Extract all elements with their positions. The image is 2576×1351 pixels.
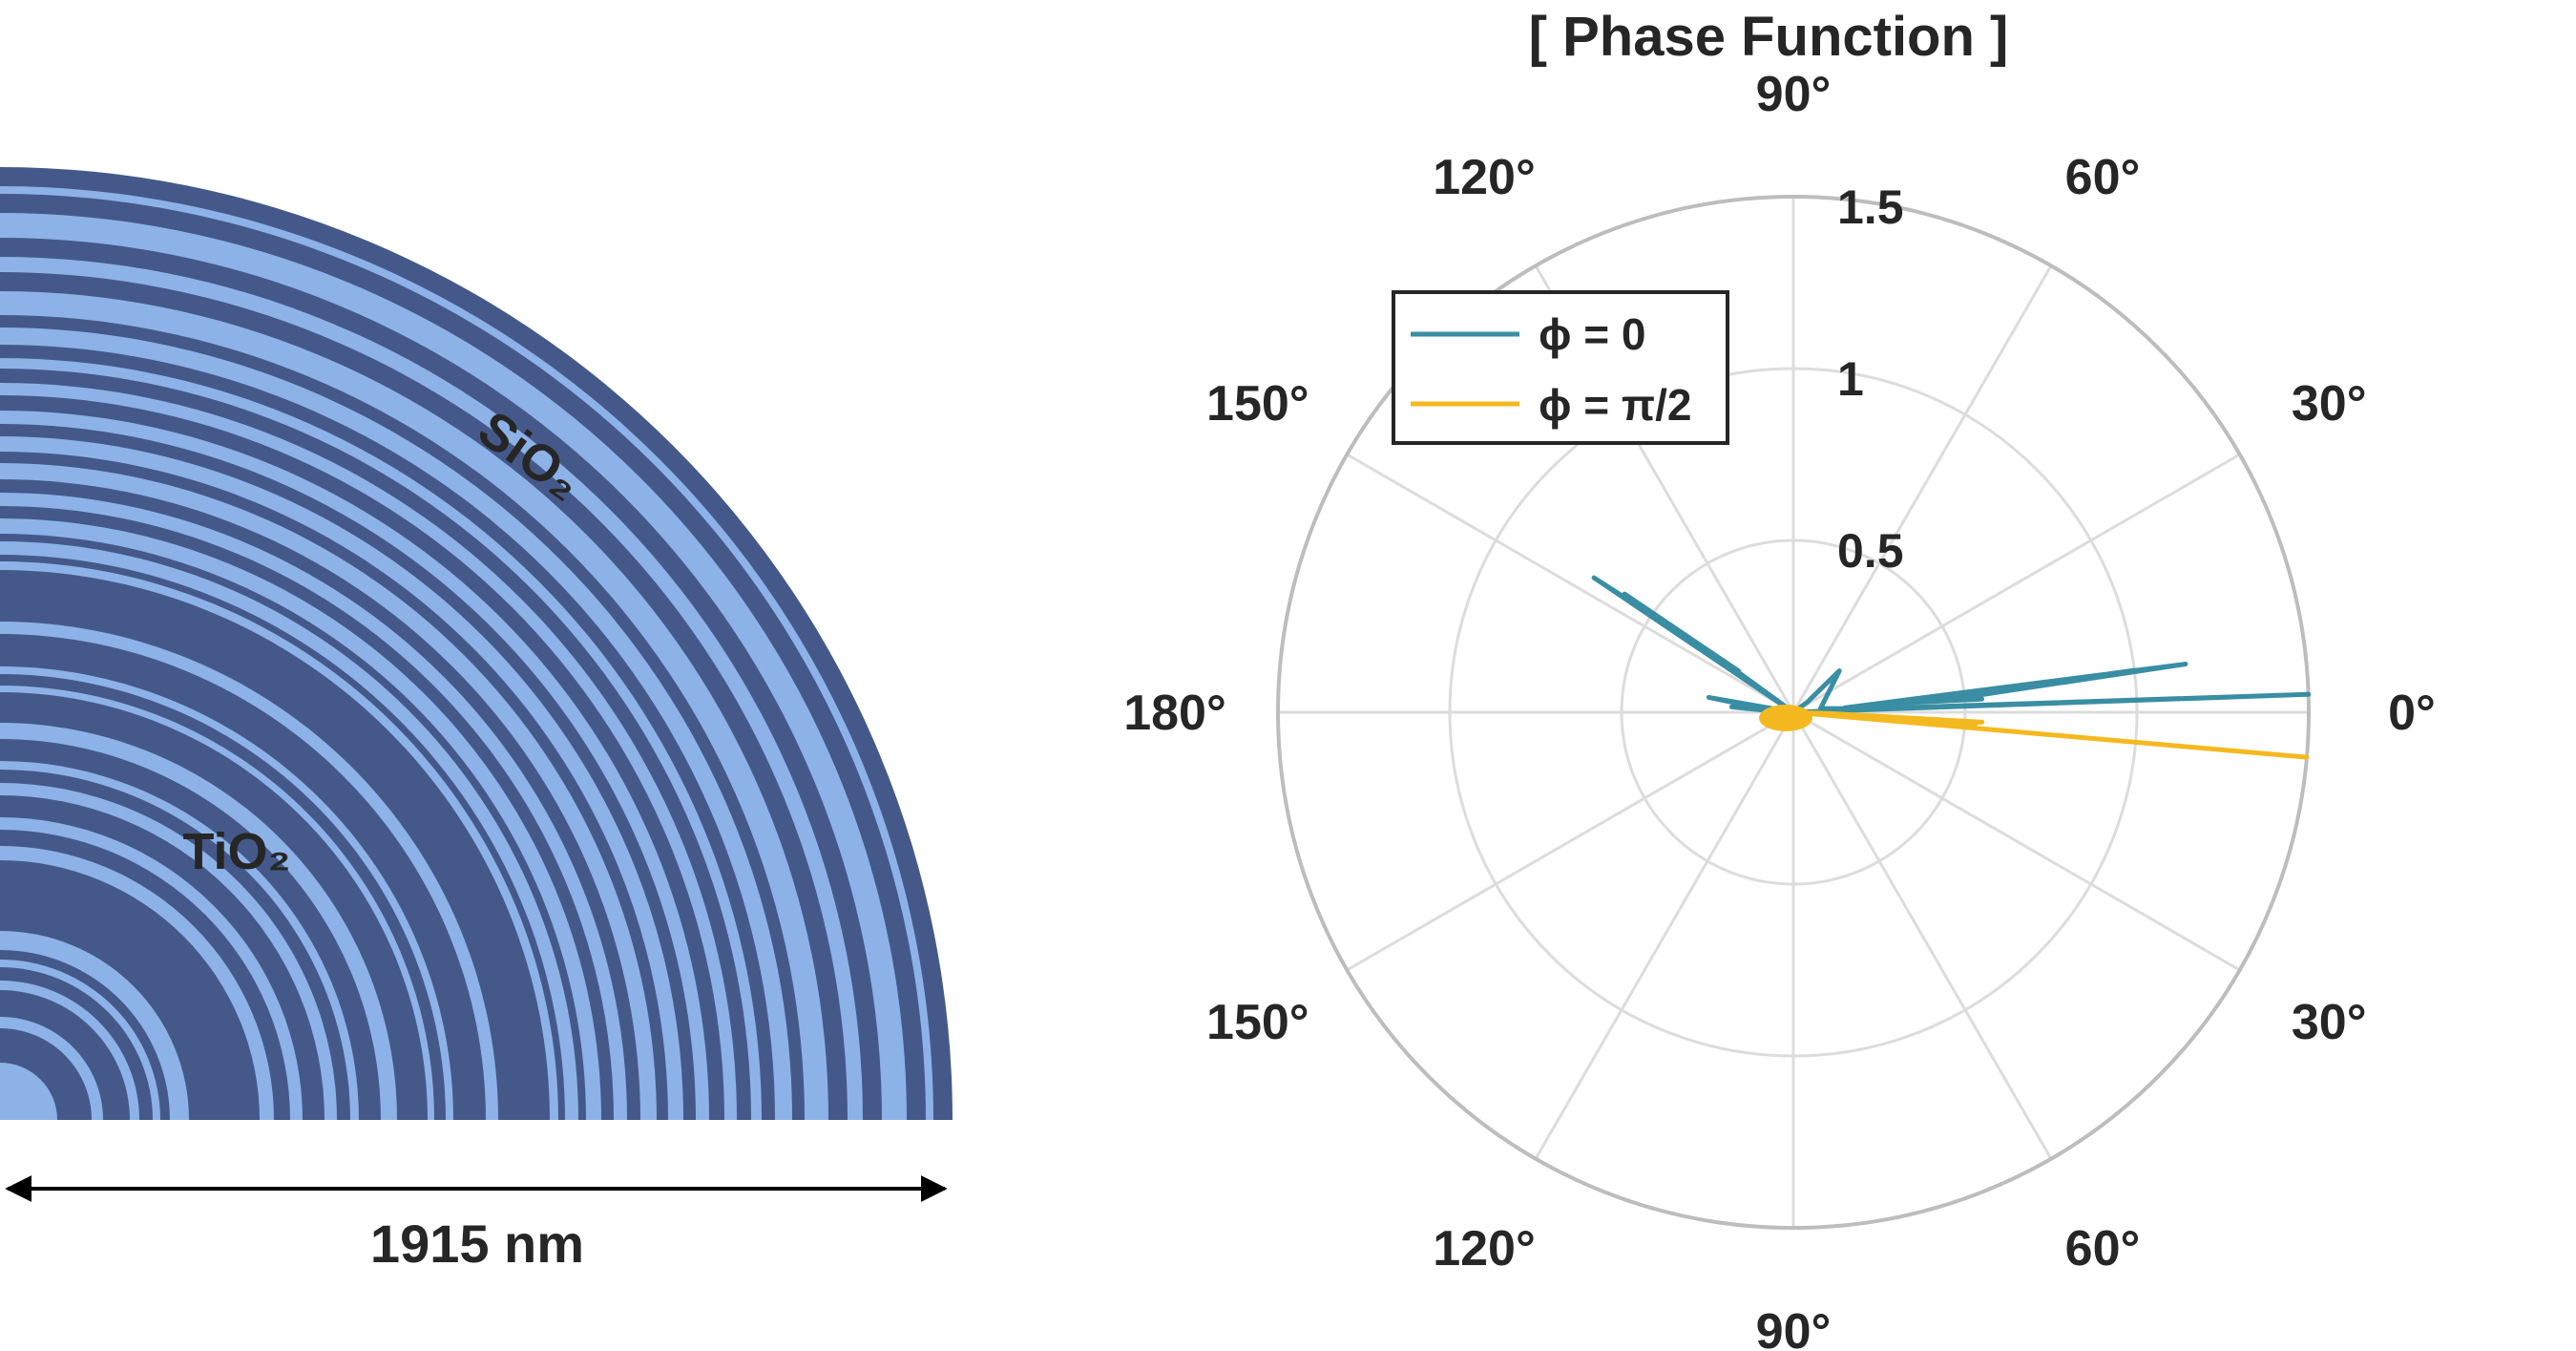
angle-tick-label: 30° xyxy=(2292,376,2367,432)
series-line-1 xyxy=(1791,709,2310,760)
angle-tick-label: 150° xyxy=(1206,995,1309,1050)
angle-tick-label: 90° xyxy=(1756,1304,1832,1351)
legend-label-phi-pi2: ϕ = π/2 xyxy=(1539,380,1691,430)
legend-box xyxy=(1392,290,1729,445)
angle-tick-label: 0° xyxy=(2388,686,2436,741)
series-line-0 xyxy=(1591,575,2312,715)
chart-title: [ Phase Function ] xyxy=(1529,6,2009,68)
width-label: 1915 nm xyxy=(370,1214,584,1274)
angle-tick-label: 30° xyxy=(2292,995,2367,1050)
legend-label-phi-0: ϕ = 0 xyxy=(1539,309,1645,359)
legend: ϕ = 0 ϕ = π/2 xyxy=(1392,290,1729,445)
radius-gridline xyxy=(1448,367,2139,1058)
radius-gridline xyxy=(1276,195,2311,1230)
radius-gridline xyxy=(1620,538,1967,886)
radius-tick-label: 0.5 xyxy=(1837,524,1904,578)
series-origin-blob xyxy=(1759,705,1812,731)
angle-tick-label: 120° xyxy=(1433,1221,1536,1277)
radius-tick-label: 1.5 xyxy=(1837,180,1904,234)
shell-ring xyxy=(0,1063,57,1120)
shell-cross-section: SiO₂ TiO₂ 1915 nm xyxy=(0,0,954,1274)
polar-chart: [ Phase Function ] 0.5 1 1.5 0° 30° 60° 90° 120… xyxy=(1123,6,2436,1351)
angle-tick-label: 60° xyxy=(2065,1221,2141,1277)
angle-tick-label: 180° xyxy=(1123,686,1226,741)
tio2-label: TiO₂ xyxy=(182,823,290,880)
angle-tick-label: 60° xyxy=(2065,150,2141,205)
radius-tick-label: 1 xyxy=(1837,352,1864,406)
angle-tick-label: 150° xyxy=(1206,376,1309,432)
angle-tick-label: 90° xyxy=(1756,67,1832,122)
angle-tick-label: 120° xyxy=(1433,150,1536,205)
